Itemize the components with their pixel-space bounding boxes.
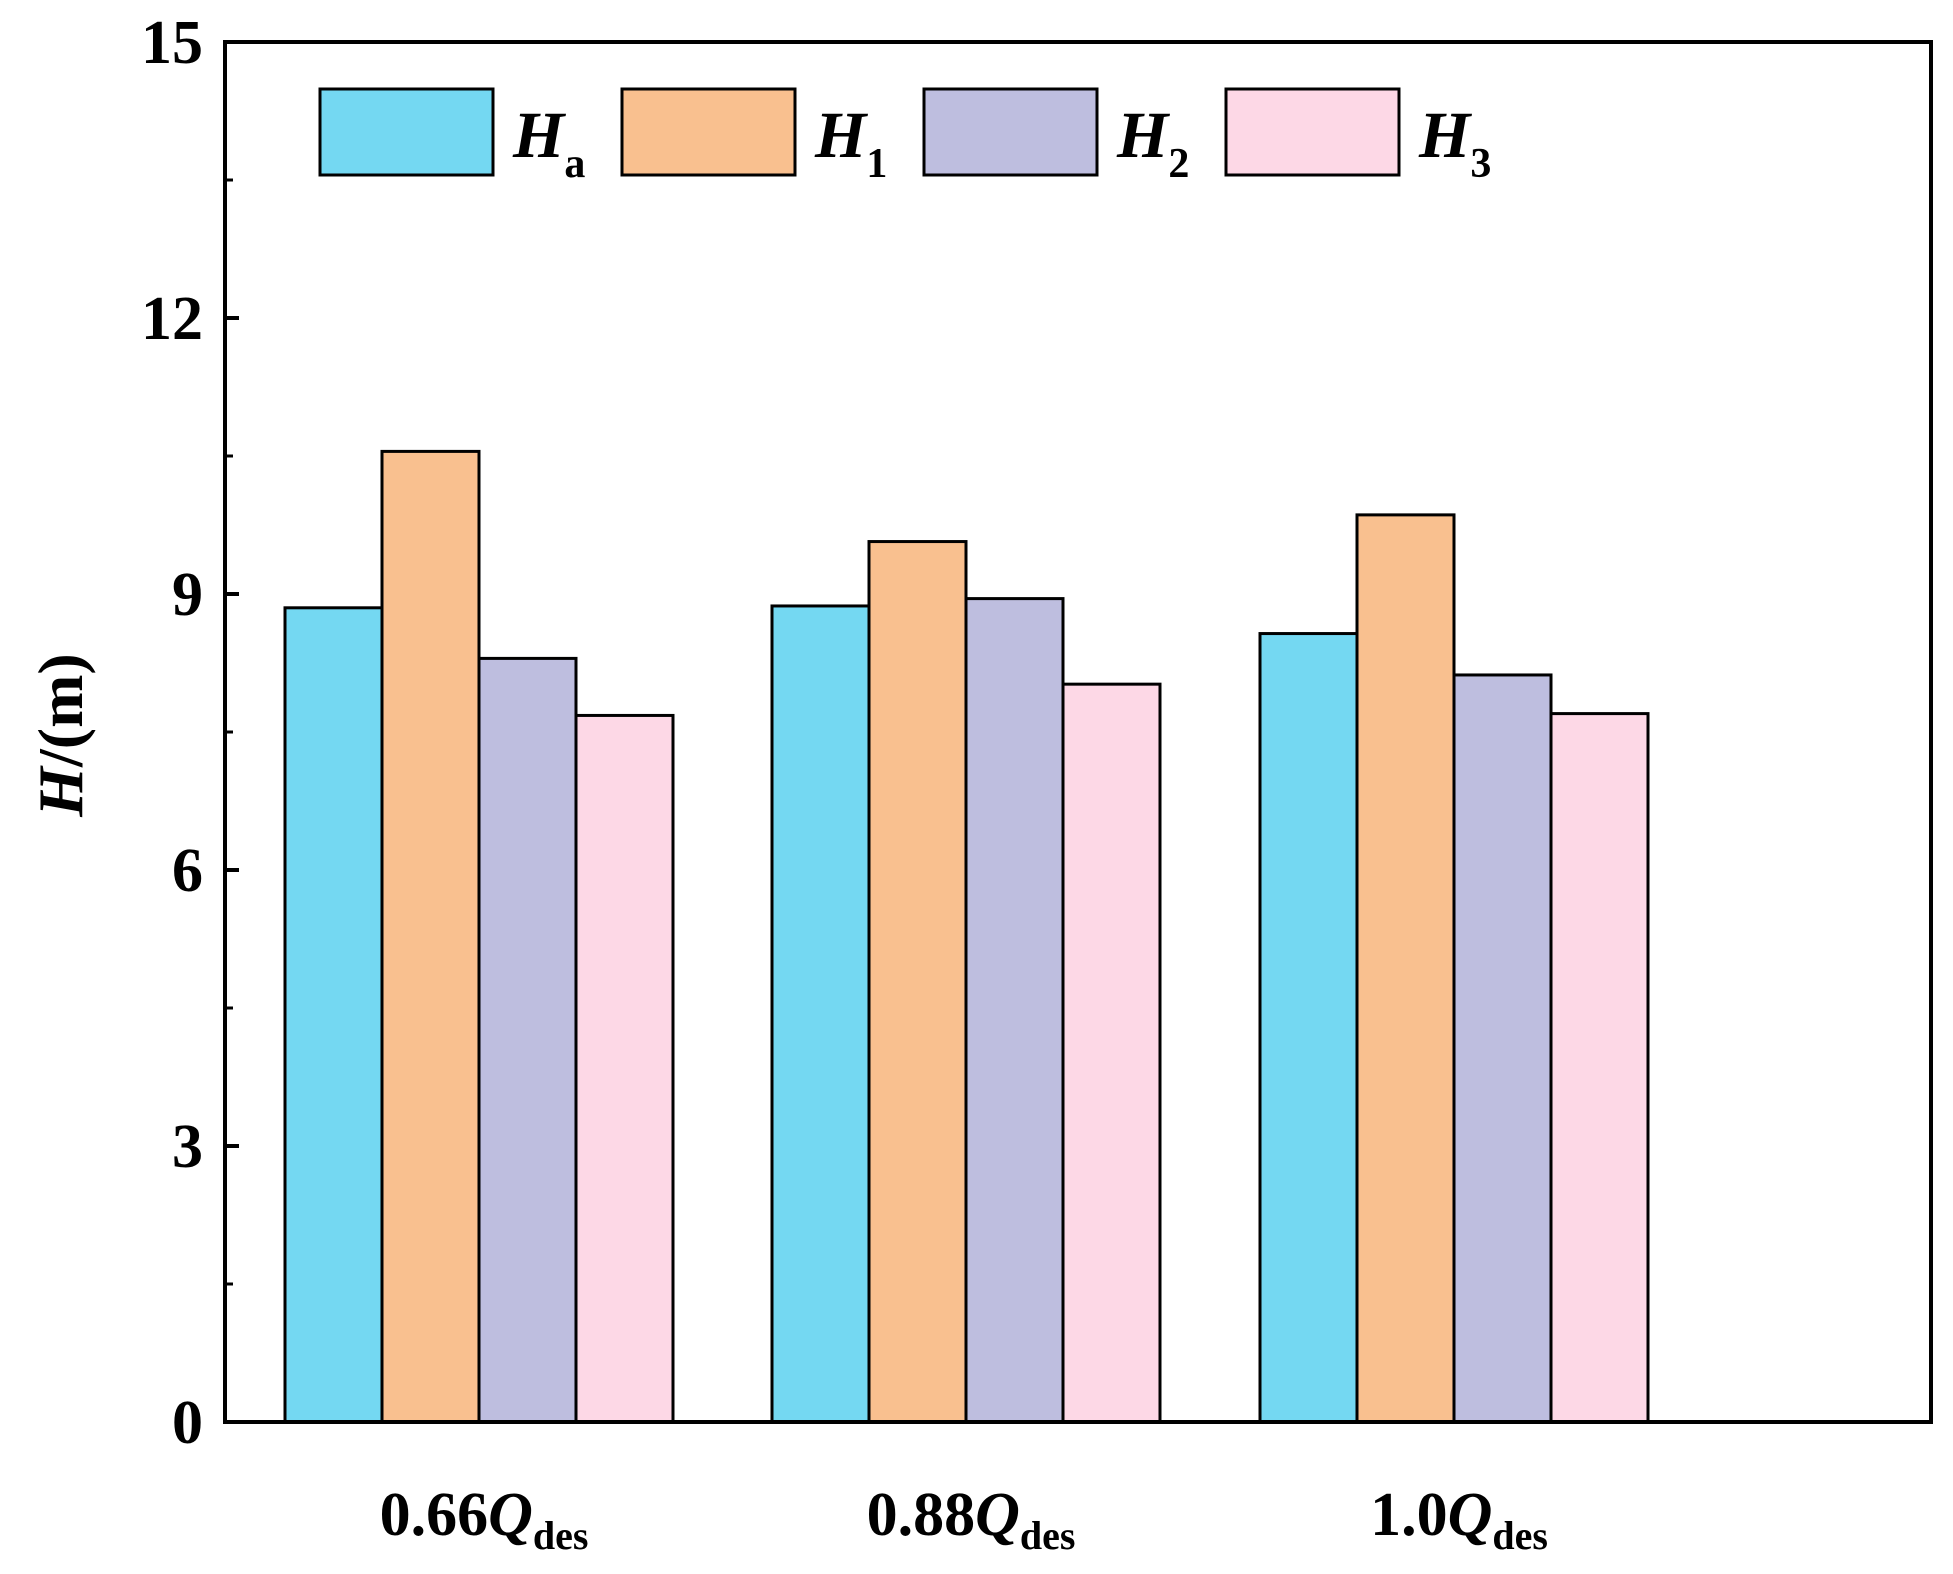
y-axis-ticks: 0 3 6 9 12 15: [141, 9, 239, 1457]
y-tick-label: 9: [172, 561, 203, 629]
x-tick-label-prefix: 1.0: [1370, 1481, 1448, 1549]
x-tick-label: 0.88Qdes: [867, 1481, 1076, 1558]
bar-Ha-1.0: [1258, 632, 1359, 1424]
bar-H2-1.0: [1452, 673, 1553, 1424]
legend-swatch-H1: [620, 87, 797, 177]
x-tick-label: 1.0Qdes: [1370, 1481, 1548, 1558]
y-axis-label-unit: /(m): [25, 653, 96, 768]
bar-H1-0.88: [867, 540, 968, 1424]
bar-H2-0.88: [964, 597, 1065, 1424]
y-tick-label: 6: [172, 837, 203, 905]
legend: Ha H1 H2 H3: [318, 87, 1491, 187]
x-tick-label: 0.66Qdes: [380, 1481, 589, 1558]
bar-H1-1.0: [1355, 513, 1456, 1424]
bar-Ha-0.88: [770, 604, 871, 1424]
legend-swatch-H2: [922, 87, 1099, 177]
x-tick-label-sub: des: [1492, 1513, 1548, 1558]
bar-H3-1.0: [1549, 712, 1650, 1424]
x-tick-label-prefix: 0.88: [867, 1481, 976, 1549]
x-tick-label-var: Q: [488, 1481, 533, 1549]
y-tick-label: 12: [141, 285, 203, 353]
bar-H3-0.88: [1061, 682, 1162, 1424]
x-tick-label-sub: des: [533, 1513, 589, 1558]
legend-label-Ha: Ha: [512, 99, 585, 187]
legend-swatch-Ha: [318, 87, 495, 177]
bar-H2-0.66: [477, 656, 578, 1424]
legend-swatch-H3: [1224, 87, 1401, 177]
y-axis-label-var: H: [25, 765, 96, 818]
x-tick-label-var: Q: [1448, 1481, 1493, 1549]
x-tick-label-var: Q: [975, 1481, 1020, 1549]
y-tick-label: 0: [172, 1389, 203, 1457]
bars-group: [283, 449, 1650, 1424]
x-tick-label-prefix: 0.66: [380, 1481, 489, 1549]
y-tick-label: 3: [172, 1113, 203, 1181]
legend-label-H3: H3: [1418, 99, 1491, 187]
bar-Ha-0.66: [283, 606, 384, 1424]
svg-text:H/(m): H/(m): [25, 653, 96, 818]
y-axis-label: H/(m): [25, 653, 96, 818]
legend-label-H2: H2: [1116, 99, 1189, 187]
y-tick-label: 15: [141, 9, 203, 77]
bar-H3-0.66: [574, 713, 675, 1424]
x-axis-labels: 0.66Qdes 0.88Qdes 1.0Qdes: [380, 1481, 1548, 1558]
legend-label-H1: H1: [814, 99, 887, 187]
bar-H1-0.66: [380, 449, 481, 1424]
x-tick-label-sub: des: [1020, 1513, 1076, 1558]
